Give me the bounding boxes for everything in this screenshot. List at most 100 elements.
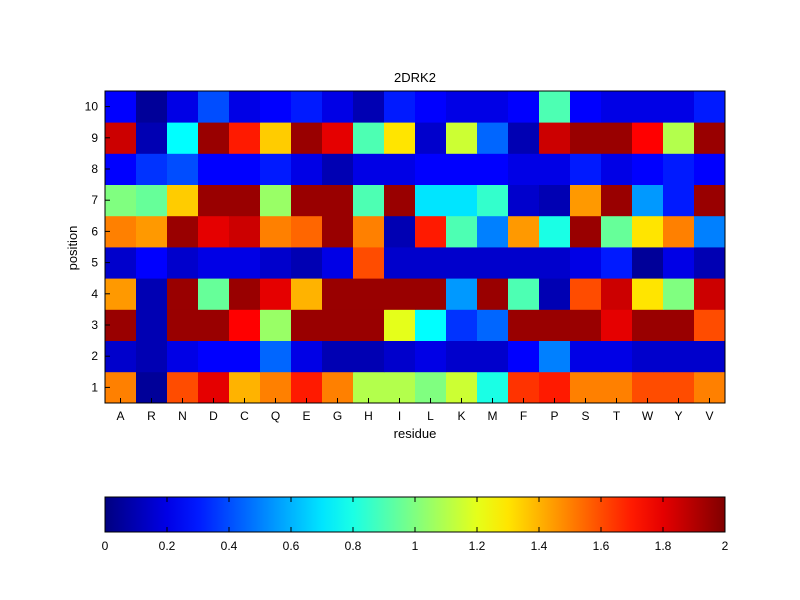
heatmap-cell — [229, 184, 261, 217]
x-tick-label: C — [240, 409, 249, 423]
heatmap-cell — [136, 247, 168, 279]
heatmap-cell — [446, 153, 478, 185]
heatmap-cell — [477, 215, 509, 248]
heatmap-cell — [508, 247, 540, 279]
heatmap-cell — [167, 247, 199, 279]
x-tick-label: A — [116, 409, 124, 423]
heatmap-cell — [694, 122, 726, 154]
heatmap-cell — [508, 340, 540, 373]
heatmap-cell — [601, 247, 633, 279]
x-tick-label: G — [333, 409, 342, 423]
x-tick-label: W — [642, 409, 654, 423]
heatmap-cell — [105, 247, 137, 279]
heatmap-cell — [384, 122, 416, 154]
heatmap-cell — [508, 122, 540, 154]
heatmap-cell — [446, 278, 478, 310]
heatmap-cell — [508, 91, 540, 123]
x-axis-label: residue — [394, 426, 437, 441]
colorbar-tick-label: 0.4 — [221, 539, 238, 553]
colorbar-tick-label: 0 — [102, 539, 109, 553]
heatmap-cell — [539, 309, 571, 341]
heatmap-cell — [663, 309, 695, 341]
heatmap-cell — [694, 247, 726, 279]
heatmap-cell — [477, 278, 509, 310]
heatmap-cell — [694, 340, 726, 373]
heatmap-cell — [105, 340, 137, 373]
heatmap-cell — [136, 278, 168, 310]
heatmap-cell — [415, 153, 447, 185]
heatmap-cells — [105, 91, 726, 404]
y-tick-label: 7 — [91, 193, 98, 207]
heatmap-cell — [322, 184, 354, 217]
heatmap-cell — [105, 184, 137, 217]
colorbar-tick-label: 1.6 — [593, 539, 610, 553]
heatmap-cell — [384, 91, 416, 123]
heatmap-cell — [477, 247, 509, 279]
heatmap-cell — [291, 184, 323, 217]
x-tick-label: K — [457, 409, 465, 423]
heatmap-cell — [415, 309, 447, 341]
heatmap-cell — [446, 184, 478, 217]
heatmap-cell — [198, 184, 230, 217]
heatmap-cell — [570, 184, 602, 217]
heatmap-cell — [198, 309, 230, 341]
heatmap-cell — [446, 91, 478, 123]
heatmap-cell — [322, 309, 354, 341]
heatmap-cell — [229, 153, 261, 185]
colorbar-tick-label: 1.4 — [531, 539, 548, 553]
heatmap-cell — [477, 340, 509, 373]
heatmap-cell — [601, 153, 633, 185]
heatmap-cell — [229, 278, 261, 310]
heatmap-cell — [136, 122, 168, 154]
heatmap-cell — [322, 278, 354, 310]
heatmap-cell — [322, 122, 354, 154]
heatmap-cell — [291, 309, 323, 341]
heatmap-cell — [198, 215, 230, 248]
heatmap-cell — [446, 309, 478, 341]
chart-title: 2DRK2 — [394, 70, 436, 85]
heatmap-cell — [415, 122, 447, 154]
colorbar-tick-label: 1.2 — [469, 539, 486, 553]
heatmap-cell — [539, 215, 571, 248]
colorbar-tick-label: 0.2 — [159, 539, 176, 553]
heatmap-cell — [229, 91, 261, 123]
heatmap-cell — [477, 91, 509, 123]
heatmap-cell — [508, 215, 540, 248]
heatmap-cell — [601, 278, 633, 310]
heatmap-cell — [570, 340, 602, 373]
heatmap-cell — [539, 247, 571, 279]
colorbar-tick-label: 0.8 — [345, 539, 362, 553]
heatmap-cell — [260, 309, 292, 341]
heatmap-cell — [322, 215, 354, 248]
heatmap-cell — [508, 184, 540, 217]
heatmap-cell — [570, 309, 602, 341]
heatmap-cell — [694, 309, 726, 341]
y-tick-label: 8 — [91, 162, 98, 176]
heatmap-cell — [229, 309, 261, 341]
heatmap-cell — [167, 309, 199, 341]
y-tick-label: 4 — [91, 287, 98, 301]
heatmap-cell — [601, 340, 633, 373]
heatmap-cell — [198, 247, 230, 279]
heatmap-cell — [632, 278, 664, 310]
heatmap-cell — [167, 278, 199, 310]
heatmap-cell — [663, 278, 695, 310]
heatmap-cell — [570, 153, 602, 185]
heatmap-cell — [229, 247, 261, 279]
heatmap-cell — [570, 278, 602, 310]
heatmap-cell — [105, 215, 137, 248]
heatmap-cell — [415, 340, 447, 373]
heatmap-cell — [477, 309, 509, 341]
heatmap-cell — [415, 247, 447, 279]
heatmap-cell — [322, 153, 354, 185]
x-tick-label: H — [364, 409, 373, 423]
y-tick-label: 10 — [85, 100, 99, 114]
heatmap-cell — [291, 122, 323, 154]
heatmap-cell — [446, 340, 478, 373]
heatmap-cell — [353, 247, 385, 279]
x-tick-label: Y — [674, 409, 682, 423]
heatmap-cell — [663, 340, 695, 373]
heatmap-cell — [291, 247, 323, 279]
heatmap-cell — [167, 340, 199, 373]
heatmap-cell — [694, 215, 726, 248]
